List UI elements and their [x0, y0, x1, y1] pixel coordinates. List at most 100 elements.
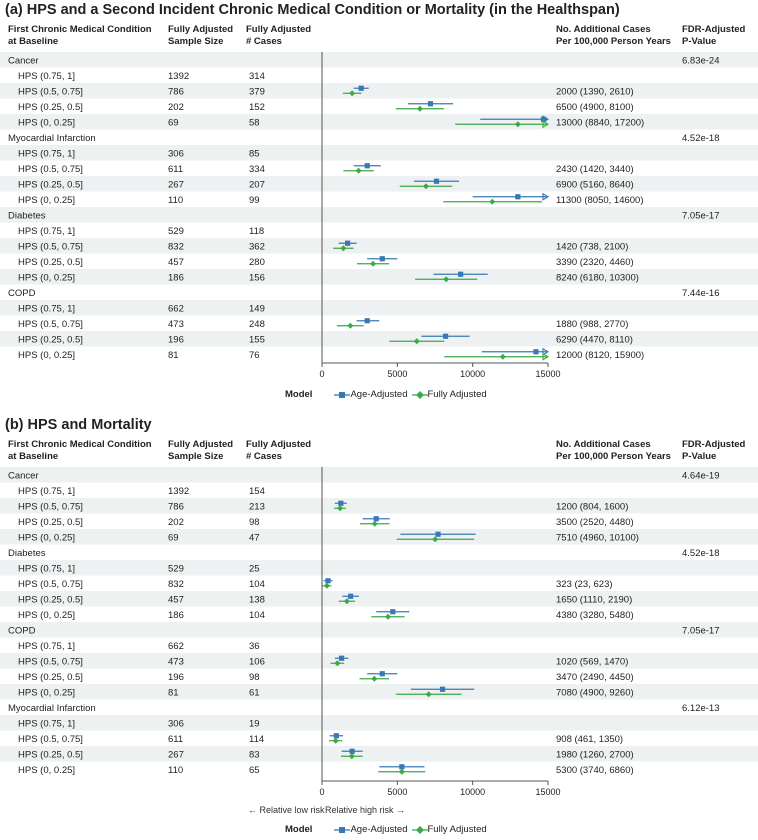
cases-value: 248: [249, 319, 265, 330]
hps-row-label: HPS (0.75, 1]: [18, 718, 75, 729]
x-tick-label: 15000: [535, 787, 560, 797]
cases-value: 83: [249, 749, 260, 760]
additional-cases-value: 3500 (2520, 4480): [556, 517, 634, 528]
legend-full-marker: [411, 825, 428, 834]
cases-value: 25: [249, 563, 260, 574]
cases-value: 76: [249, 350, 260, 361]
cases-value: 104: [249, 610, 265, 621]
x-tick-label: 0: [319, 369, 324, 379]
age-point: [399, 764, 405, 770]
cases-value: 47: [249, 532, 260, 543]
additional-cases-value: 323 (23, 623): [556, 579, 613, 590]
row-stripe: [0, 622, 758, 638]
header-pvalue-line1: FDR-Adjusted: [682, 24, 746, 35]
legend-title: Model: [285, 389, 313, 400]
age-point: [325, 578, 331, 584]
hps-row-label: HPS (0.25, 0.5]: [18, 749, 83, 760]
row-stripe: [0, 300, 758, 316]
hps-row-label: HPS (0.5, 0.75]: [18, 241, 83, 252]
sample-size-value: 473: [168, 656, 184, 667]
full-point: [413, 338, 420, 345]
row-stripe: [0, 560, 758, 576]
panel-a-header-cases: Fully Adjusted # Cases: [246, 24, 311, 48]
x-tick-label: 5000: [387, 787, 407, 797]
panel-b-header-cases: Fully Adjusted # Cases: [246, 439, 311, 463]
full-point: [371, 520, 378, 527]
additional-cases-value: 7080 (4900, 9260): [556, 687, 634, 698]
hps-row-label: HPS (0.75, 1]: [18, 486, 75, 497]
x-tick-label: 0: [319, 787, 324, 797]
full-point: [422, 183, 429, 190]
sample-size-value: 662: [168, 641, 184, 652]
panel-a-legend: Model Age-Adjusted Fully Adjusted: [285, 389, 487, 400]
sample-size-value: 786: [168, 501, 184, 512]
header-sample-line2: Sample Size: [168, 451, 224, 462]
additional-cases-value: 6290 (4470, 8110): [556, 334, 633, 345]
row-stripe: [0, 331, 758, 347]
group-pvalue: 4.64e-19: [682, 470, 720, 481]
full-point: [332, 737, 339, 744]
cases-value: 207: [249, 179, 265, 190]
additional-cases-value: 3470 (2490, 4450): [556, 672, 634, 683]
hps-row-label: HPS (0.25, 0.5]: [18, 257, 83, 268]
cases-value: 154: [249, 486, 265, 497]
full-point: [347, 322, 354, 329]
group-label: Diabetes: [8, 548, 46, 559]
header-pvalue-line1: FDR-Adjusted: [682, 439, 746, 450]
sample-size-value: 69: [168, 532, 179, 543]
x-tick-label: 5000: [387, 369, 407, 379]
hps-row-label: HPS (0, 0.25]: [18, 610, 75, 621]
sample-size-value: 1392: [168, 71, 189, 82]
panel-a-header-pvalue: FDR-Adjusted P-Value: [682, 24, 745, 48]
row-stripe: [0, 269, 758, 285]
panel-a-header-sample: Fully Adjusted Sample Size: [168, 24, 233, 48]
sample-size-value: 306: [168, 148, 184, 159]
group-label: Myocardial Infarction: [8, 703, 96, 714]
cases-value: 106: [249, 656, 265, 667]
sample-size-value: 457: [168, 594, 184, 605]
panel-b-header-sample: Fully Adjusted Sample Size: [168, 439, 233, 463]
row-stripe: [0, 467, 758, 483]
sample-size-value: 611: [168, 164, 183, 175]
sample-size-value: 202: [168, 517, 184, 528]
age-point: [338, 500, 344, 506]
sample-size-value: 529: [168, 563, 184, 574]
cases-value: 156: [249, 272, 265, 283]
age-point: [379, 256, 385, 262]
hps-row-label: HPS (0, 0.25]: [18, 117, 75, 128]
age-ci-arrow: [542, 347, 550, 356]
panel-a-header-condition: First Chronic Medical Condition at Basel…: [8, 24, 152, 48]
full-point: [340, 245, 347, 252]
hps-row-label: HPS (0.25, 0.5]: [18, 179, 83, 190]
sample-size-value: 457: [168, 257, 184, 268]
low-risk-text: Relative low risk: [259, 805, 325, 815]
group-label: Myocardial Infarction: [8, 133, 96, 144]
additional-cases-value: 1020 (569, 1470): [556, 656, 628, 667]
age-point: [442, 333, 449, 339]
full-point: [384, 613, 391, 620]
sample-size-value: 196: [168, 672, 184, 683]
sample-size-value: 110: [168, 765, 183, 776]
group-pvalue: 7.44e-16: [682, 288, 720, 299]
hps-row-label: HPS (0.5, 0.75]: [18, 501, 83, 512]
group-label: COPD: [8, 288, 36, 299]
sample-size-value: 202: [168, 102, 184, 113]
additional-cases-value: 1650 (1110, 2190): [556, 594, 632, 605]
cases-value: 213: [249, 501, 265, 512]
age-point: [533, 349, 539, 355]
legend-age-label: Age-Adjusted: [350, 824, 408, 835]
age-point: [427, 101, 434, 107]
hps-row-label: HPS (0.25, 0.5]: [18, 102, 83, 113]
additional-cases-value: 6500 (4900, 8100): [556, 102, 634, 113]
age-point: [338, 655, 345, 661]
age-point: [439, 686, 446, 692]
cases-value: 98: [249, 517, 260, 528]
group-label: COPD: [8, 625, 36, 636]
legend-full-label: Fully Adjusted: [427, 824, 487, 835]
legend-item-fully-adjusted: Fully Adjusted: [411, 389, 487, 400]
age-point: [345, 240, 351, 246]
age-point: [348, 593, 354, 599]
additional-cases-value: 908 (461, 1350): [556, 734, 623, 745]
